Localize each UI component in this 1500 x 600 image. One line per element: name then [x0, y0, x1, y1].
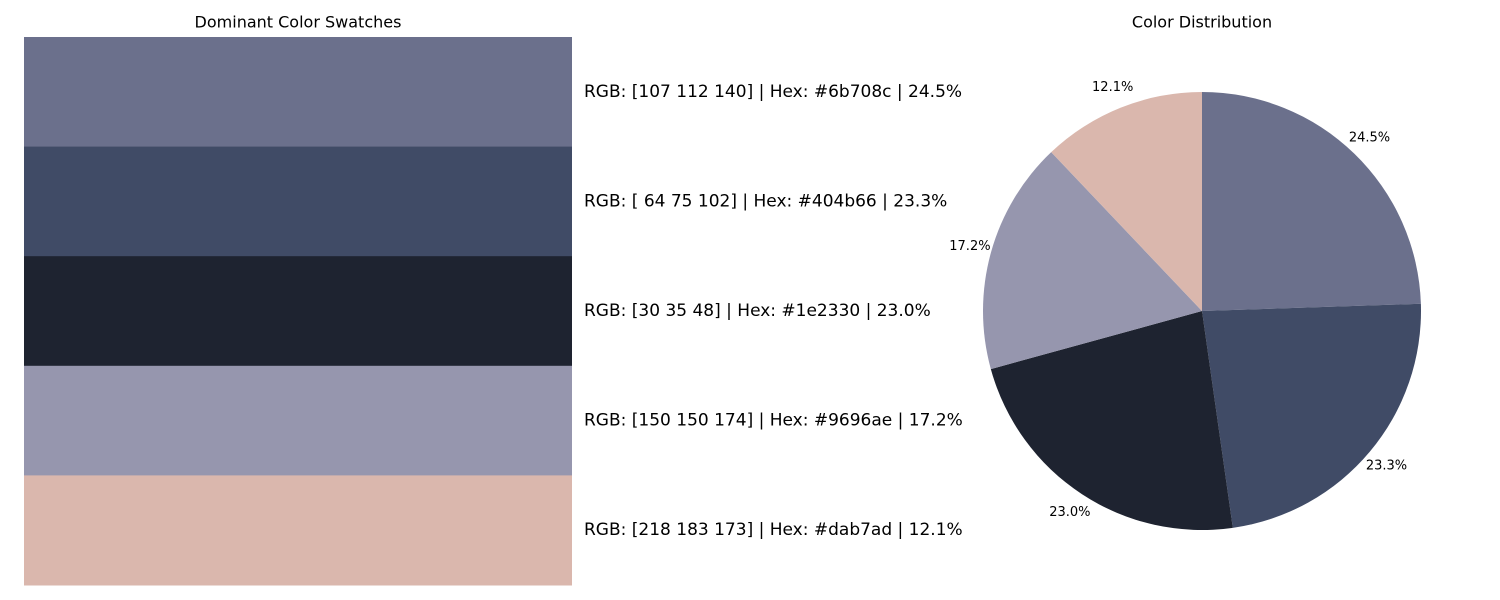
- swatch: [24, 146, 572, 257]
- swatch-label: RGB: [150 150 174] | Hex: #9696ae | 17.2…: [584, 411, 963, 431]
- swatch-label: RGB: [107 112 140] | Hex: #6b708c | 24.5…: [584, 82, 962, 102]
- swatch: [24, 475, 572, 586]
- pie-slice: [1202, 303, 1421, 528]
- pie-value-label: 23.3%: [1366, 458, 1407, 473]
- swatch-label: RGB: [ 64 75 102] | Hex: #404b66 | 23.3%: [584, 191, 947, 211]
- pie-value-label: 23.0%: [1049, 505, 1090, 520]
- pie-title: Color Distribution: [1132, 13, 1272, 32]
- pie-slice: [983, 152, 1202, 370]
- pie-slice: [1202, 92, 1421, 311]
- pie-value-label: 24.5%: [1349, 130, 1390, 145]
- swatch-label: RGB: [30 35 48] | Hex: #1e2330 | 23.0%: [584, 301, 931, 321]
- pie-slice: [1051, 92, 1202, 311]
- swatch: [24, 256, 572, 367]
- swatch: [24, 37, 572, 148]
- pie-slice: [990, 311, 1233, 530]
- pie-value-label: 12.1%: [1092, 80, 1133, 95]
- pie-value-label: 17.2%: [949, 239, 990, 254]
- swatch: [24, 365, 572, 476]
- swatch-label: RGB: [218 183 173] | Hex: #dab7ad | 12.1…: [584, 520, 963, 540]
- swatch-title: Dominant Color Swatches: [195, 13, 402, 32]
